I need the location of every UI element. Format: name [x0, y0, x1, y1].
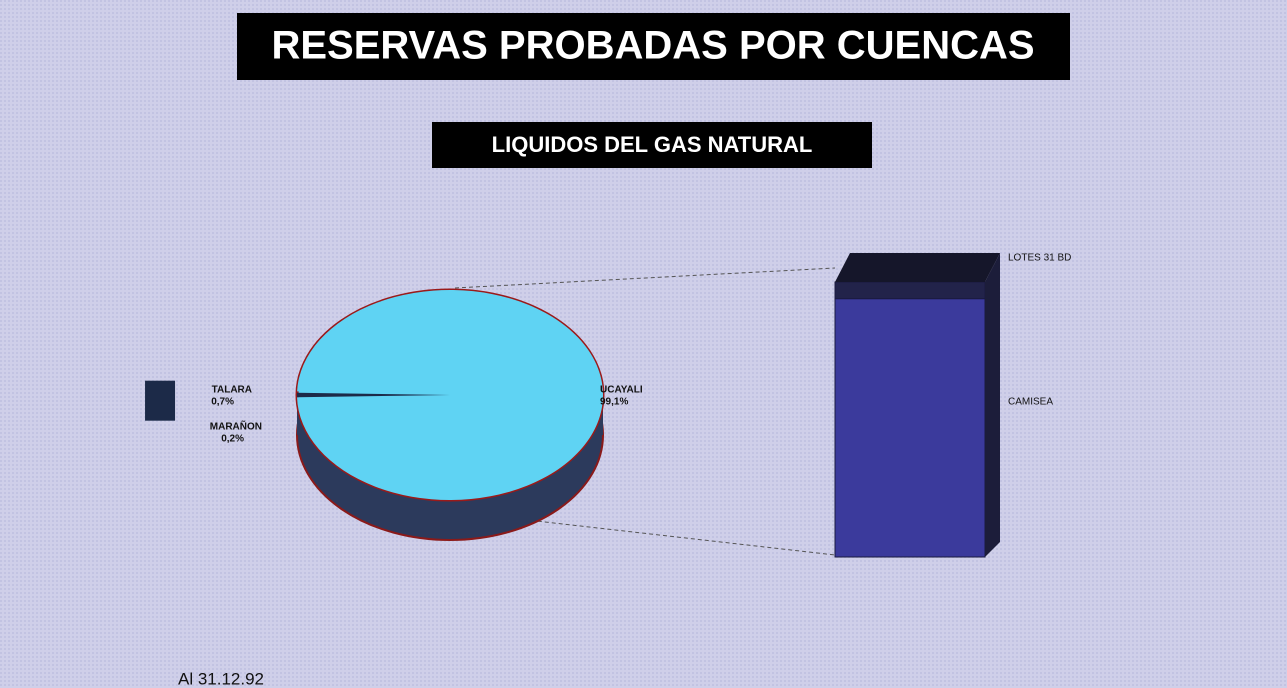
bar-side — [985, 253, 1000, 557]
subtitle-box — [432, 122, 872, 168]
chart-title: RESERVAS PROBADAS POR CUENCAS — [271, 24, 1034, 68]
slice-label: MARAÑON — [210, 420, 262, 433]
connector — [509, 517, 836, 556]
note: Al 31.12.92 — [178, 669, 264, 688]
slice-label: TALARA — [212, 385, 252, 396]
bar-label: LOTES 31 BD — [1008, 253, 1071, 264]
slice-value: 99,1% — [600, 397, 628, 408]
bar-segment — [834, 298, 986, 558]
title-box — [237, 13, 1070, 80]
pie-slice — [296, 392, 450, 398]
bar-top — [835, 253, 1000, 282]
bar-segment — [834, 281, 986, 300]
bar-label: CAMISEA — [1008, 397, 1053, 408]
slice-value: 0,2% — [221, 434, 244, 445]
slice-value: 0,7% — [211, 397, 234, 408]
pie-slice — [297, 290, 603, 501]
chart-subtitle: LIQUIDOS DEL GAS NATURAL — [492, 132, 813, 157]
slice-label: UCAYALI — [600, 385, 643, 396]
pie-slice-side — [145, 380, 176, 421]
connector — [454, 267, 836, 289]
